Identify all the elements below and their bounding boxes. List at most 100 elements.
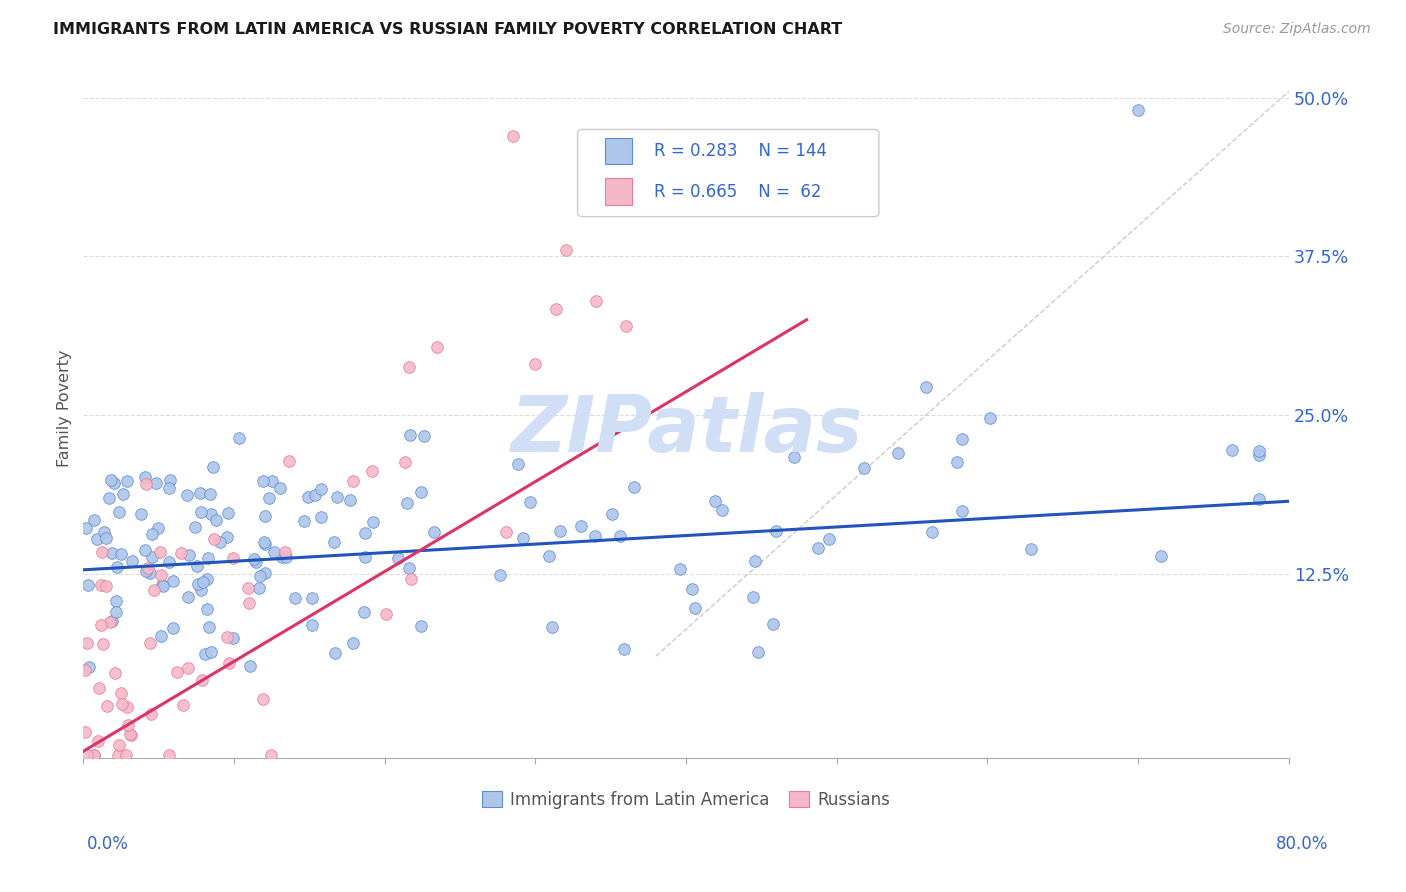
Text: IMMIGRANTS FROM LATIN AMERICA VS RUSSIAN FAMILY POVERTY CORRELATION CHART: IMMIGRANTS FROM LATIN AMERICA VS RUSSIAN… [53, 22, 842, 37]
Point [260, 474, 283, 488]
Point [129, 507, 152, 521]
Point [508, 457, 530, 471]
Point [108, 505, 131, 519]
Point [683, 601, 706, 615]
Point [1247, 492, 1270, 507]
Point [117, 717, 139, 731]
Point [87, 681, 110, 695]
Point [100, 614, 122, 628]
Point [177, 590, 200, 604]
Point [544, 301, 567, 316]
Point [98, 615, 121, 630]
Point [121, 554, 143, 568]
Point [398, 359, 420, 374]
Point [222, 631, 245, 645]
Point [120, 727, 142, 741]
Point [190, 582, 212, 597]
Point [353, 605, 375, 619]
Point [257, 491, 280, 505]
Point [104, 594, 127, 608]
Point [263, 545, 285, 559]
Point [76, 748, 98, 763]
Point [152, 579, 174, 593]
Point [252, 534, 274, 549]
Point [138, 566, 160, 581]
Text: R = 0.665    N =  62: R = 0.665 N = 62 [654, 183, 821, 201]
Point [361, 464, 384, 478]
Point [541, 620, 564, 634]
Point [134, 543, 156, 558]
Point [354, 550, 377, 565]
Point [105, 560, 128, 574]
Point [134, 470, 156, 484]
Point [488, 568, 510, 582]
Point [399, 428, 422, 442]
Point [623, 480, 645, 494]
Point [191, 575, 214, 590]
Point [363, 515, 385, 529]
Point [495, 524, 517, 539]
Point [921, 524, 943, 539]
Point [228, 431, 250, 445]
Point [162, 621, 184, 635]
Point [399, 572, 422, 586]
FancyBboxPatch shape [578, 129, 879, 217]
Point [205, 513, 228, 527]
Point [524, 357, 547, 371]
Point [1126, 103, 1149, 118]
Point [236, 581, 259, 595]
Point [260, 748, 283, 763]
Text: Source: ZipAtlas.com: Source: ZipAtlas.com [1223, 22, 1371, 37]
Point [136, 561, 159, 575]
Point [254, 509, 277, 524]
Point [198, 620, 221, 634]
Point [853, 461, 876, 475]
Point [747, 644, 769, 658]
Point [215, 530, 238, 544]
Point [271, 550, 294, 565]
Point [269, 481, 291, 495]
Point [274, 550, 297, 565]
Point [149, 545, 172, 559]
Point [75, 521, 97, 535]
Point [90, 578, 112, 592]
Point [87, 733, 110, 747]
Point [107, 738, 129, 752]
Point [145, 476, 167, 491]
Point [83, 513, 105, 527]
Point [278, 454, 301, 468]
Point [115, 748, 138, 763]
Point [76, 578, 98, 592]
Point [710, 503, 733, 517]
Point [96, 579, 118, 593]
Point [807, 541, 830, 555]
Point [394, 455, 416, 469]
Point [200, 645, 222, 659]
Point [512, 531, 534, 545]
Text: R = 0.283    N = 144: R = 0.283 N = 144 [654, 142, 827, 160]
Point [169, 546, 191, 560]
Point [325, 490, 347, 504]
Point [176, 661, 198, 675]
Point [200, 508, 222, 522]
Point [585, 293, 607, 308]
Point [502, 128, 524, 143]
Point [159, 555, 181, 569]
Point [83, 748, 105, 763]
Point [166, 665, 188, 679]
Point [110, 548, 132, 562]
Point [141, 527, 163, 541]
Point [141, 550, 163, 565]
Point [139, 707, 162, 722]
Point [222, 550, 245, 565]
Point [91, 637, 114, 651]
Point [252, 474, 274, 488]
Point [950, 432, 973, 446]
Point [187, 577, 209, 591]
Point [83, 748, 105, 763]
Point [765, 524, 787, 538]
Point [548, 524, 571, 539]
Point [94, 531, 117, 545]
Text: ZIPatlas: ZIPatlas [510, 392, 862, 467]
Point [609, 529, 631, 543]
